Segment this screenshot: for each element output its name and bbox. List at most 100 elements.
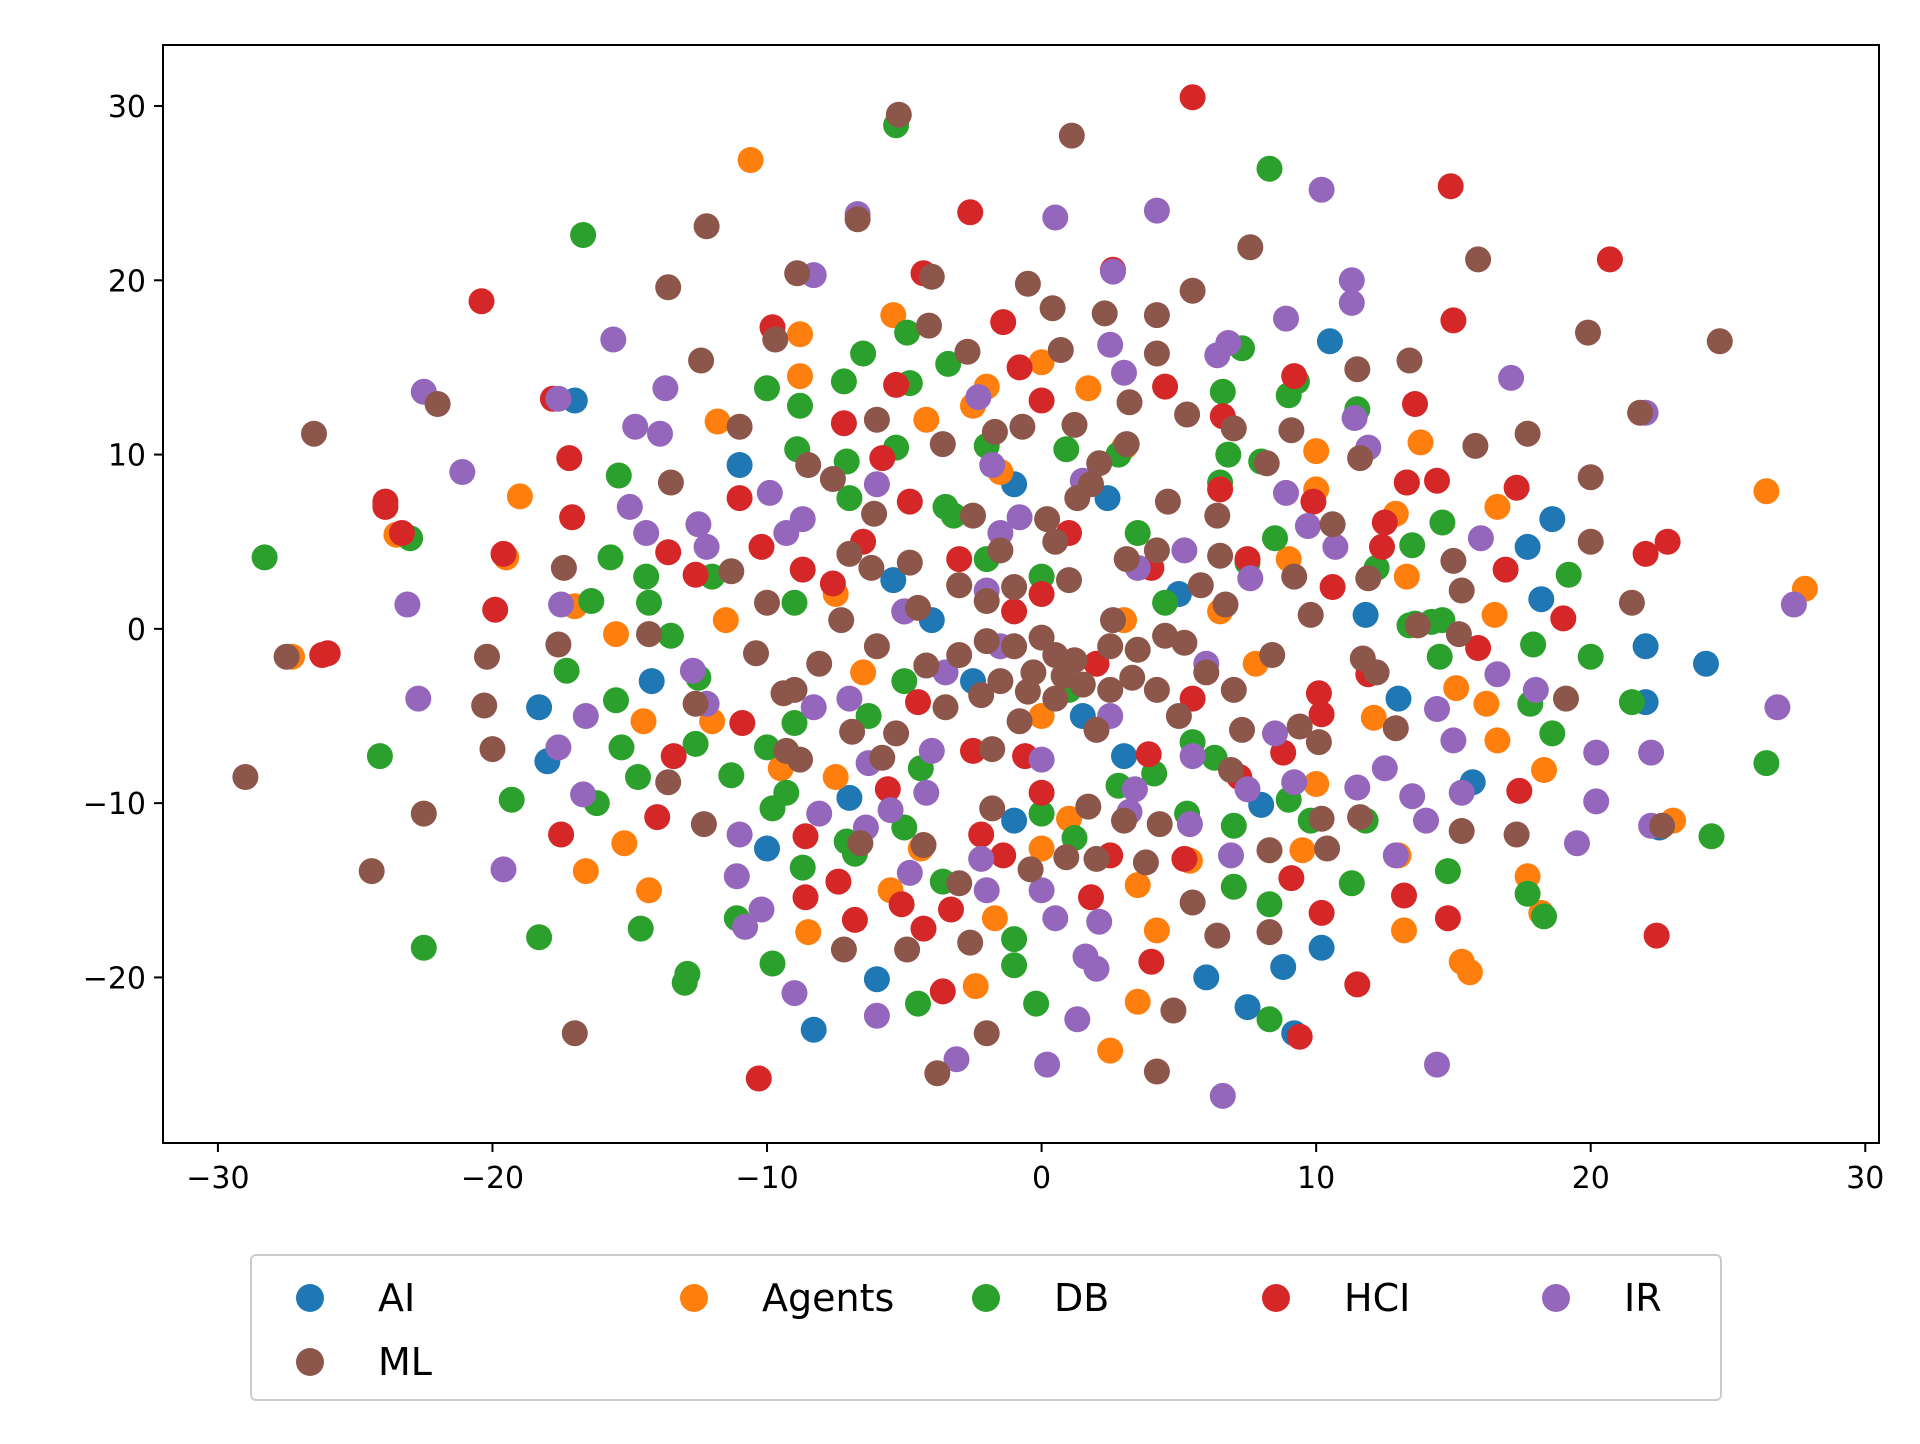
point-hci-83	[1135, 741, 1162, 768]
point-ir-8	[1273, 305, 1299, 332]
point-ml-98	[1462, 432, 1489, 459]
point-agents-35	[1289, 837, 1316, 864]
point-hci-65	[1506, 777, 1533, 804]
point-ai-11	[1001, 807, 1028, 834]
point-ml-102	[1396, 347, 1423, 374]
point-ml-55	[894, 936, 921, 963]
point-hci-44	[938, 896, 964, 923]
point-ml-161	[1113, 546, 1140, 573]
point-ir-27	[863, 471, 890, 498]
point-hci-90	[1207, 476, 1234, 503]
point-db-57	[1023, 990, 1050, 1017]
point-ml-58	[946, 870, 973, 897]
point-ir-42	[723, 863, 750, 890]
point-hci-27	[869, 445, 896, 472]
point-agents-14	[603, 621, 629, 648]
point-ai-20	[1352, 601, 1379, 628]
point-ml-130	[863, 633, 890, 660]
point-ir-37	[570, 781, 597, 808]
point-ml-72	[1179, 889, 1206, 916]
point-ml-126	[896, 549, 923, 576]
point-ml-92	[1706, 328, 1733, 355]
point-ir-73	[1344, 774, 1371, 801]
legend: AI Agents DB HCI IR ML	[250, 1254, 1722, 1401]
point-db-23	[578, 588, 605, 614]
point-ir-77	[1413, 807, 1439, 834]
point-db-98	[1698, 823, 1725, 850]
point-ml-149	[968, 682, 995, 709]
point-agents-8	[1075, 375, 1102, 402]
point-db-92	[1539, 720, 1566, 747]
point-db-96	[1555, 561, 1582, 588]
point-ir-85	[1583, 788, 1610, 815]
y-tick-label: 20	[108, 264, 146, 299]
point-db-107	[932, 493, 959, 520]
point-ml-148	[1050, 662, 1077, 689]
point-agents-28	[1028, 835, 1055, 862]
point-db-51	[526, 924, 553, 951]
point-hci-95	[960, 737, 986, 764]
point-ir-54	[943, 1046, 970, 1073]
point-agents-19	[636, 877, 662, 904]
point-ir-66	[1179, 743, 1206, 770]
legend-marker-db	[972, 1284, 1000, 1312]
point-agents-55	[1303, 438, 1330, 465]
point-ml-78	[1286, 713, 1313, 740]
point-db-13	[1053, 436, 1080, 463]
point-ml-114	[1187, 572, 1214, 599]
point-ir-7	[1338, 289, 1365, 316]
point-ml-164	[1259, 642, 1286, 668]
point-ir-96	[1322, 533, 1349, 560]
point-ml-51	[787, 746, 813, 773]
point-ml-101	[1465, 246, 1492, 273]
point-hci-85	[1001, 598, 1028, 625]
point-hci-14	[556, 445, 583, 472]
point-hci-88	[1083, 650, 1110, 677]
point-ir-26	[789, 506, 816, 533]
y-tick-label: 30	[108, 90, 146, 125]
point-ml-151	[1193, 659, 1220, 686]
point-ml-159	[1001, 574, 1028, 600]
point-agents-20	[572, 858, 599, 885]
point-ir-110	[836, 685, 863, 712]
point-ir-72	[1281, 769, 1308, 796]
point-ir-32	[394, 591, 421, 618]
point-db-29	[718, 762, 745, 789]
point-hci-60	[1344, 971, 1371, 998]
point-hci-5	[990, 309, 1017, 336]
point-ml-73	[1204, 922, 1231, 949]
point-hci-78	[1371, 509, 1398, 536]
point-db-56	[1001, 952, 1028, 979]
point-ai-12	[1111, 743, 1137, 770]
point-ml-53	[847, 830, 874, 857]
x-tick-label: 30	[1846, 1161, 1884, 1196]
point-ml-105	[1355, 565, 1382, 592]
point-ml-14	[916, 312, 942, 339]
point-db-94	[1531, 903, 1557, 930]
point-ml-16	[688, 347, 715, 374]
point-ir-78	[1424, 696, 1450, 722]
point-ml-65	[1075, 793, 1102, 820]
point-ir-53	[913, 779, 940, 806]
point-ir-82	[1484, 661, 1511, 688]
point-hci-36	[792, 823, 819, 850]
point-ml-42	[545, 631, 572, 658]
point-hci-22	[655, 539, 682, 566]
point-ml-31	[754, 589, 780, 616]
point-db-22	[633, 563, 660, 590]
point-ir-106	[918, 737, 945, 764]
point-db-108	[891, 668, 918, 695]
point-ir-41	[726, 821, 753, 848]
point-ml-160	[1056, 567, 1082, 594]
point-hci-67	[1632, 540, 1659, 567]
point-ir-68	[1218, 842, 1244, 869]
point-ml-169	[869, 744, 896, 771]
point-ir-79	[1440, 727, 1467, 754]
point-ml-19	[929, 431, 956, 458]
point-db-70	[1338, 870, 1365, 897]
point-hci-70	[1440, 307, 1467, 334]
y-tick-label: 0	[127, 613, 146, 648]
point-ir-2	[1042, 204, 1069, 231]
point-ml-28	[550, 554, 577, 581]
